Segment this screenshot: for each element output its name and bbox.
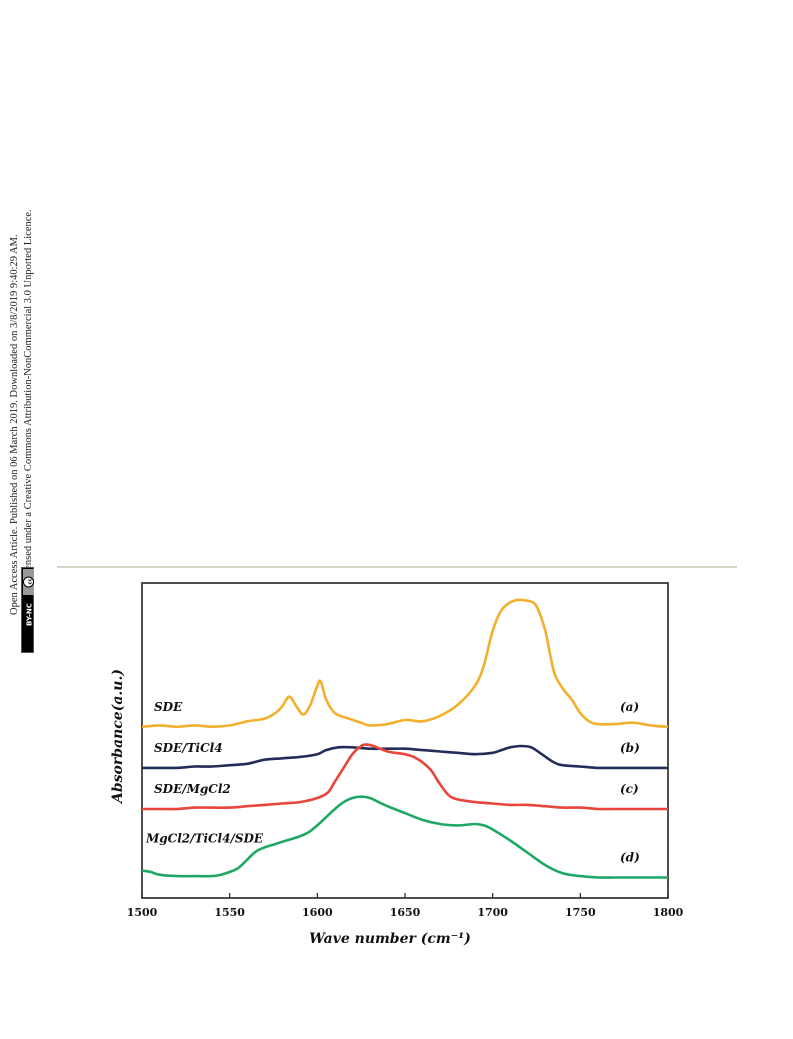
x-tick-label-7: 1800 [653,906,684,919]
series-label-layer: SDE (a) SDE/TiCl4 (b) SDE/MgCl2 (c) MgCl2/TiCl… [145,700,640,865]
y-axis-title: Absorbance(a.u.) [110,669,126,805]
series-line-3 [142,743,668,811]
series-line-2 [142,744,668,770]
cc-by-nc-badge[interactable]: cc BY-NC [21,567,34,653]
x-tick-label-5: 1700 [477,906,508,919]
series-name-label-3: SDE/MgCl2 [154,782,231,796]
ftir-chart: 1500 1550 1600 1650 1700 1750 1800 SDE (a) SDE/T… [100,575,700,969]
cc-badge-graphic: cc BY-NC [23,569,34,626]
x-tick-label-3: 1600 [302,906,333,919]
x-tick-label-1: 1500 [127,906,158,919]
cc-logo-icon [23,576,34,588]
series-name-label-1: SDE [154,700,183,714]
ftir-chart-svg: 1500 1550 1600 1650 1700 1750 1800 SDE (a) SDE/T… [110,582,684,947]
cc-logo-mark: cc [28,579,34,585]
series-tag-label-4: (d) [620,851,640,865]
notice-line-2: This article is licensed under a Creativ… [23,209,34,640]
badge-text: BY-NC [26,603,34,626]
license-notice: Open Access Article. Published on 06 Mar… [0,0,50,700]
x-tick-label-2: 1550 [214,906,245,919]
plot-frame [141,582,669,899]
series-name-label-2: SDE/TiCl4 [154,741,223,755]
series-tag-label-2: (b) [620,741,640,755]
series-line-1 [141,598,669,729]
series-line-4 [141,795,669,879]
x-tick-label-6: 1750 [565,906,596,919]
x-tick-layer: 1500 1550 1600 1650 1700 1750 1800 [127,893,684,919]
x-tick-label-4: 1650 [390,906,421,919]
series-name-label-4: MgCl2/TiCl4/SDE [145,832,264,846]
notice-line-1: Open Access Article. Published on 06 Mar… [9,234,20,615]
section-divider [57,566,737,568]
x-axis-title: Wave number (cm⁻¹) [309,931,471,947]
series-tag-label-3: (c) [620,782,639,796]
series-tag-label-1: (a) [620,700,639,714]
license-notice-text: Open Access Article. Published on 06 Mar… [9,209,34,640]
series-layer [141,598,669,879]
